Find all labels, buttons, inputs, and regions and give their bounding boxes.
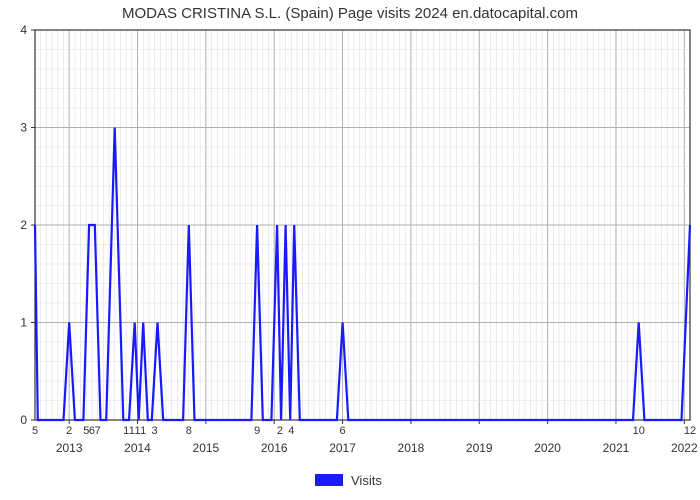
legend-label: Visits <box>351 473 382 488</box>
x-year-label: 2019 <box>466 441 493 455</box>
x-year-label: 2022 <box>671 441 698 455</box>
chart-title: MODAS CRISTINA S.L. (Spain) Page visits … <box>122 5 578 22</box>
x-year-label: 2014 <box>124 441 151 455</box>
x-year-label: 2020 <box>534 441 561 455</box>
y-tick-label: 1 <box>20 316 27 330</box>
x-year-label: 2015 <box>193 441 220 455</box>
value-label: 5 <box>32 425 38 437</box>
y-tick-label: 4 <box>20 23 27 37</box>
value-label: 10 <box>633 425 645 437</box>
x-year-label: 2013 <box>56 441 83 455</box>
x-year-label: 2021 <box>603 441 630 455</box>
value-label: 9 <box>254 425 260 437</box>
value-label: 12 <box>684 425 696 437</box>
y-tick-label: 2 <box>20 218 27 232</box>
y-tick-label: 3 <box>20 121 27 135</box>
value-label: 1 <box>140 425 146 437</box>
y-tick-label: 0 <box>20 413 27 427</box>
value-label: 8 <box>186 425 192 437</box>
x-year-label: 2018 <box>398 441 425 455</box>
visits-line-chart: MODAS CRISTINA S.L. (Spain) Page visits … <box>0 0 700 500</box>
x-year-label: 2016 <box>261 441 288 455</box>
value-label: 3 <box>152 425 158 437</box>
value-label: 2 <box>66 425 72 437</box>
value-label: 2 <box>277 425 283 437</box>
legend-swatch <box>315 474 343 486</box>
x-year-label: 2017 <box>329 441 356 455</box>
value-label: 4 <box>288 425 294 437</box>
value-label: 7 <box>95 425 101 437</box>
value-label: 6 <box>340 425 346 437</box>
